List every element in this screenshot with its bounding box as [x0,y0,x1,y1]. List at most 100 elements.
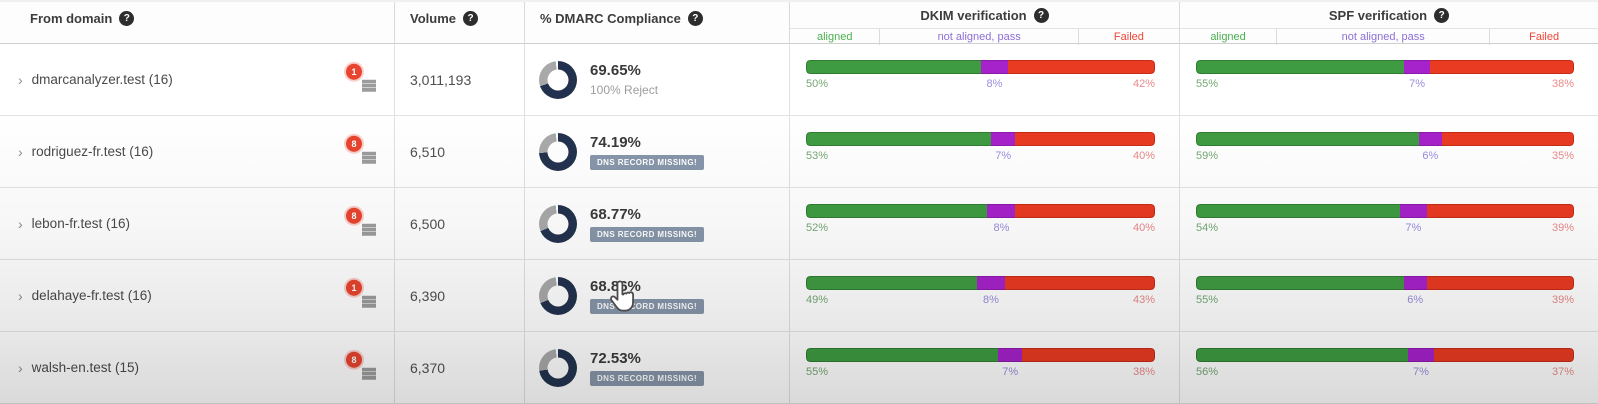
donut-hole [547,141,569,162]
volume-value: 6,390 [410,287,446,304]
volume-cell: 6,390 [395,260,525,331]
dkim-segment-failed [1015,132,1155,146]
forensic-indicator[interactable]: 8 [346,207,376,236]
report-square-icon [362,223,376,236]
spf-not-aligned-percent: 7% [1412,366,1429,378]
help-icon[interactable]: ? [463,11,478,26]
chevron-right-icon[interactable]: › [18,215,23,232]
column-label: SPF verification [1328,7,1428,23]
subcolumn-aligned: aligned [816,31,853,43]
spf-verification-cell: 54% 7% 39% [1180,188,1598,259]
domain-name: dmarcanalyzer.test (16) [31,72,173,87]
donut-hole [547,213,569,234]
compliance-percent: 74.19% [590,133,641,151]
column-header-dkim: DKIM verification ? aligned not aligned,… [790,2,1180,45]
dkim-verification-cell: 49% 8% 43% [790,260,1180,331]
spf-bar [1196,348,1574,362]
alert-count-badge: 8 [346,207,362,224]
spf-bar-labels: 55% 7% 38% [1196,78,1574,96]
volume-value: 6,510 [410,143,446,160]
spf-segment-failed [1430,60,1574,74]
compliance-donut-chart [539,348,577,387]
domain-cell[interactable]: › dmarcanalyzer.test (16) 1 [0,44,395,115]
spf-aligned-percent: 55% [1196,294,1219,306]
dkim-segment-failed [1004,276,1155,290]
spf-verification-cell: 55% 7% 38% [1180,44,1598,115]
volume-cell: 6,510 [395,116,525,187]
column-label: DKIM verification [920,7,1027,23]
spf-stacked-bar: 59% 6% 35% [1180,116,1598,168]
domain-name: lebon-fr.test (16) [31,216,130,231]
donut-hole [547,69,569,90]
dkim-segment-aligned [806,132,991,146]
domain-cell[interactable]: › rodriguez-fr.test (16) 8 [0,116,395,187]
dkim-bar [806,276,1155,290]
column-header-volume[interactable]: Volume ? [395,2,525,45]
chevron-right-icon[interactable]: › [18,143,23,160]
dkim-bar [806,204,1155,218]
help-icon[interactable]: ? [1033,7,1049,23]
compliance-percent: 68.77% [590,205,641,223]
forensic-indicator[interactable]: 8 [346,135,376,164]
dkim-bar [806,60,1155,74]
subcolumn-failed: Failed [1489,29,1598,45]
dkim-not-aligned-percent: 7% [1002,366,1019,378]
chevron-right-icon[interactable]: › [18,359,23,376]
dkim-stacked-bar: 55% 7% 38% [790,332,1179,384]
dmarc-compliance-cell: 68.77% DNS RECORD MISSING! [525,188,790,259]
domain-cell[interactable]: › walsh-en.test (15) 8 [0,332,395,403]
spf-stacked-bar: 54% 7% 39% [1180,188,1598,240]
domain-cell[interactable]: › lebon-fr.test (16) 8 [0,188,395,259]
forensic-indicator[interactable]: 1 [346,279,376,308]
dkim-segment-failed [1008,60,1155,74]
donut-hole [547,357,569,378]
spf-verification-cell: 59% 6% 35% [1180,116,1598,187]
table-row: › walsh-en.test (15) 8 6,370 72.53% DNS … [0,332,1598,404]
forensic-indicator[interactable]: 8 [346,351,376,380]
dmarc-compliance-cell: 74.19% DNS RECORD MISSING! [525,116,790,187]
help-icon[interactable]: ? [119,11,135,26]
spf-verification-cell: 55% 6% 39% [1180,260,1598,331]
help-icon[interactable]: ? [1434,7,1450,23]
chevron-right-icon[interactable]: › [18,287,23,304]
dkim-stacked-bar: 49% 8% 43% [790,260,1179,312]
compliance-percent: 69.65% [590,62,641,79]
dns-record-missing-badge: DNS RECORD MISSING! [590,226,705,242]
spf-aligned-percent: 54% [1196,222,1219,234]
spf-not-aligned-percent: 7% [1409,78,1426,90]
domain-name: delahaye-fr.test (16) [31,288,152,303]
domain-cell[interactable]: › delahaye-fr.test (16) 1 [0,260,395,331]
spf-aligned-percent: 59% [1196,150,1219,162]
dkim-subheader: aligned not aligned, pass Failed [790,28,1179,45]
dkim-segment-not-aligned [977,276,1005,290]
column-header-from-domain[interactable]: From domain ? [0,2,395,45]
help-icon[interactable]: ? [687,11,703,26]
domain-name: rodriguez-fr.test (16) [31,144,154,159]
column-header-dmarc-compliance[interactable]: % DMARC Compliance ? [525,2,790,45]
alert-count-badge: 1 [346,279,362,296]
spf-bar [1196,276,1574,290]
forensic-indicator[interactable]: 1 [346,63,376,92]
dkim-failed-percent: 40% [1132,222,1155,234]
dkim-failed-percent: 43% [1132,294,1155,306]
spf-not-aligned-percent: 7% [1405,222,1422,234]
dmarc-compliance-cell: 69.65% 100% Reject [525,44,790,115]
chevron-right-icon[interactable]: › [18,71,23,88]
spf-segment-not-aligned [1403,60,1431,74]
compliance-donut-chart [539,204,577,243]
dkim-bar-labels: 52% 8% 40% [806,222,1155,240]
spf-failed-percent: 37% [1551,366,1574,378]
volume-value: 3,011,193 [410,71,472,88]
table-body: › dmarcanalyzer.test (16) 1 3,011,193 69… [0,44,1598,404]
dkim-bar [806,132,1155,146]
dkim-segment-not-aligned [980,60,1009,74]
dkim-bar-labels: 49% 8% 43% [806,294,1155,312]
dns-record-missing-badge: DNS RECORD MISSING! [590,154,705,170]
spf-segment-failed [1426,204,1574,218]
dkim-failed-percent: 40% [1132,150,1155,162]
spf-segment-not-aligned [1400,204,1427,218]
dkim-failed-percent: 42% [1132,78,1155,90]
alert-count-badge: 8 [346,135,362,152]
spf-segment-aligned [1196,132,1420,146]
